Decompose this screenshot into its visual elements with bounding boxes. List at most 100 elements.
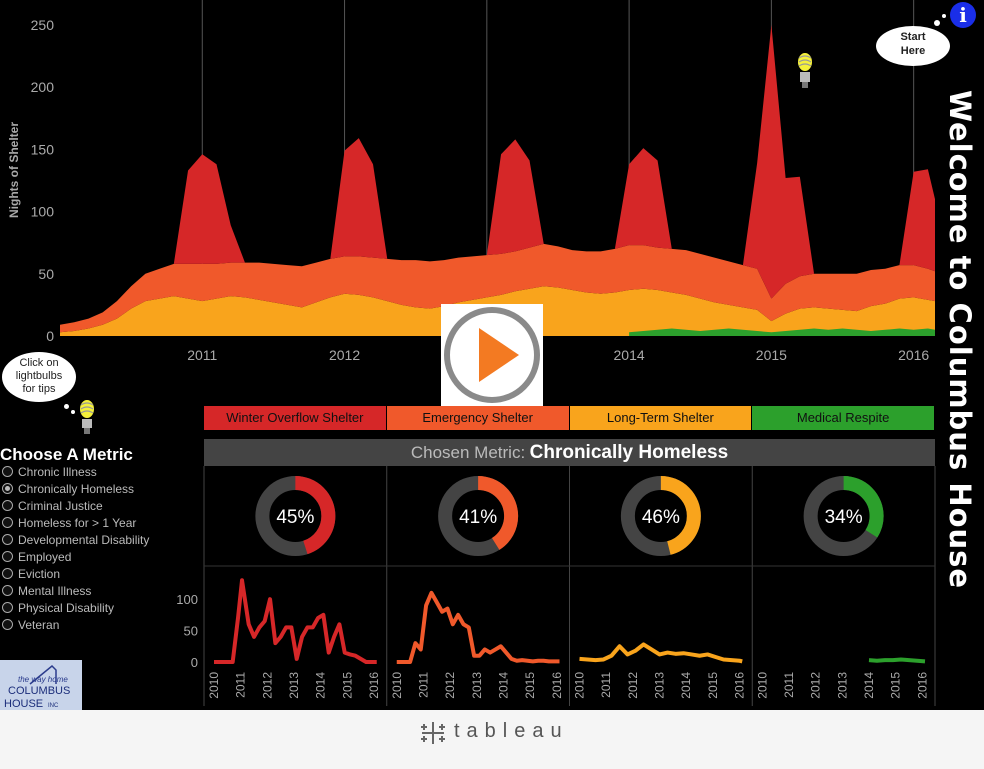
y-tick-label: 50 bbox=[38, 266, 54, 282]
cloud-dot bbox=[934, 20, 940, 26]
y-tick-label: 0 bbox=[191, 655, 198, 670]
x-tick-label: 2011 bbox=[234, 672, 248, 698]
metric-option-label: Mental Illness bbox=[18, 583, 92, 598]
metric-option-label: Chronically Homeless bbox=[18, 481, 135, 496]
metric-option[interactable]: Eviction bbox=[2, 565, 60, 582]
radio-button[interactable] bbox=[2, 568, 13, 579]
radio-button[interactable] bbox=[2, 585, 13, 596]
x-tick-label: 2016 bbox=[367, 672, 381, 699]
cloud-dot bbox=[64, 404, 69, 409]
x-tick-label: 2010 bbox=[573, 672, 587, 699]
x-tick-label: 2015 bbox=[523, 672, 537, 699]
x-tick-label: 2013 bbox=[287, 672, 301, 699]
metric-option[interactable]: Homeless for > 1 Year bbox=[2, 514, 136, 531]
start-here-text: Start Here bbox=[900, 31, 926, 57]
metric-option[interactable]: Criminal Justice bbox=[2, 497, 103, 514]
info-icon[interactable]: i bbox=[950, 2, 976, 28]
x-tick-label: 2015 bbox=[889, 672, 903, 699]
choose-metric-title: Choose A Metric bbox=[0, 445, 133, 464]
series-line bbox=[579, 642, 743, 664]
radio-button[interactable] bbox=[2, 534, 13, 545]
metric-option[interactable]: Veteran bbox=[2, 616, 59, 633]
metric-option-label: Chronic Illness bbox=[18, 464, 97, 479]
chosen-metric-bar: Chosen Metric: Chronically Homeless bbox=[204, 439, 935, 466]
x-tick-label: 2014 bbox=[614, 347, 645, 363]
donut-percent: 41% bbox=[459, 507, 497, 528]
radio-button[interactable] bbox=[2, 619, 13, 630]
donut-arc bbox=[803, 476, 884, 556]
play-icon bbox=[444, 307, 540, 403]
metric-option[interactable]: Employed bbox=[2, 548, 71, 565]
lightbulb-icon[interactable] bbox=[78, 398, 96, 438]
tableau-wordmark[interactable]: tableau bbox=[454, 720, 569, 742]
x-tick-label: 2010 bbox=[755, 672, 769, 699]
metric-option-label: Veteran bbox=[18, 617, 60, 632]
x-tick-label: 2016 bbox=[898, 347, 929, 363]
metric-option-label: Developmental Disability bbox=[18, 532, 150, 547]
y-axis-label: Nights of Shelter bbox=[7, 122, 21, 218]
cloud-dot bbox=[942, 14, 946, 18]
series-line bbox=[868, 657, 926, 664]
metric-option[interactable]: Mental Illness bbox=[2, 582, 91, 599]
x-tick-label: 2012 bbox=[626, 672, 640, 699]
x-tick-label: 2016 bbox=[550, 672, 564, 699]
chosen-metric-value: Chronically Homeless bbox=[529, 442, 729, 463]
legend-item[interactable]: Long-Term Shelter bbox=[569, 406, 752, 430]
play-button[interactable] bbox=[441, 304, 543, 406]
x-tick-label: 2011 bbox=[416, 672, 430, 698]
area-winter-overflow-shelter bbox=[60, 24, 935, 325]
tips-cloud-text: Click on lightbulbs for tips bbox=[15, 357, 63, 395]
x-tick-label: 2010 bbox=[390, 672, 404, 699]
chosen-metric-label: Chosen Metric: bbox=[410, 443, 526, 462]
start-here-cloud[interactable]: Start Here bbox=[876, 26, 950, 66]
small-multiples[interactable]: 45% 41% 46% 34% 0 50 100 2010 2011 2012 2013 2014 20… bbox=[170, 466, 938, 710]
metric-option-label: Criminal Justice bbox=[18, 498, 103, 513]
y-tick-label: 100 bbox=[176, 592, 198, 607]
y-tick-label: 0 bbox=[46, 328, 54, 344]
area-medical-respite bbox=[629, 328, 935, 336]
x-tick-label: 2011 bbox=[599, 672, 613, 698]
metric-option[interactable]: Physical Disability bbox=[2, 599, 114, 616]
logo-house: HOUSE bbox=[4, 698, 43, 710]
radio-button[interactable] bbox=[2, 483, 13, 494]
x-tick-label: 2014 bbox=[679, 672, 693, 699]
y-tick-label: 150 bbox=[31, 141, 55, 157]
radio-button[interactable] bbox=[2, 602, 13, 613]
logo-inc: INC bbox=[48, 703, 59, 709]
x-tick-label: 2012 bbox=[260, 672, 274, 699]
x-tick-label: 2012 bbox=[443, 672, 457, 699]
radio-button[interactable] bbox=[2, 466, 13, 477]
x-tick-label: 2015 bbox=[340, 672, 354, 699]
legend-item[interactable]: Winter Overflow Shelter bbox=[204, 406, 386, 430]
metric-option-label: Homeless for > 1 Year bbox=[18, 515, 137, 530]
radio-button[interactable] bbox=[2, 551, 13, 562]
dashboard: Nights of Shelter 0 50 100 150 200 250 2011 2012… bbox=[0, 0, 977, 710]
logo-columbus: COLUMBUS bbox=[8, 685, 70, 697]
x-tick-label: 2016 bbox=[733, 672, 747, 699]
metric-option[interactable]: Chronic Illness bbox=[2, 463, 97, 480]
logo-tagline: the way home bbox=[18, 675, 68, 684]
x-tick-label: 2012 bbox=[809, 672, 823, 699]
legend-item[interactable]: Medical Respite bbox=[752, 406, 934, 430]
legend-item[interactable]: Emergency Shelter bbox=[386, 406, 569, 430]
y-tick-label: 250 bbox=[31, 17, 55, 33]
tips-cloud: Click on lightbulbs for tips bbox=[2, 352, 76, 402]
metric-option[interactable]: Chronically Homeless bbox=[2, 480, 134, 497]
metric-option-label: Employed bbox=[18, 549, 72, 564]
donut-percent: 46% bbox=[642, 507, 680, 528]
radio-button[interactable] bbox=[2, 500, 13, 511]
x-tick-label: 2011 bbox=[187, 347, 217, 363]
radio-button[interactable] bbox=[2, 517, 13, 528]
y-tick-label: 100 bbox=[31, 204, 55, 220]
donut-percent: 45% bbox=[276, 507, 314, 528]
donut-arc bbox=[255, 476, 336, 556]
series-line bbox=[214, 578, 377, 664]
donut-arc bbox=[620, 476, 701, 556]
y-tick-label: 200 bbox=[31, 79, 55, 95]
lightbulb-icon[interactable] bbox=[795, 50, 815, 92]
metric-option[interactable]: Developmental Disability bbox=[2, 531, 149, 548]
y-tick-label: 50 bbox=[184, 624, 198, 639]
area-emergency-shelter bbox=[60, 243, 935, 333]
columbus-house-logo[interactable]: the way home COLUMBUS HOUSE INC bbox=[0, 660, 82, 710]
tableau-logo-icon[interactable] bbox=[418, 718, 450, 750]
